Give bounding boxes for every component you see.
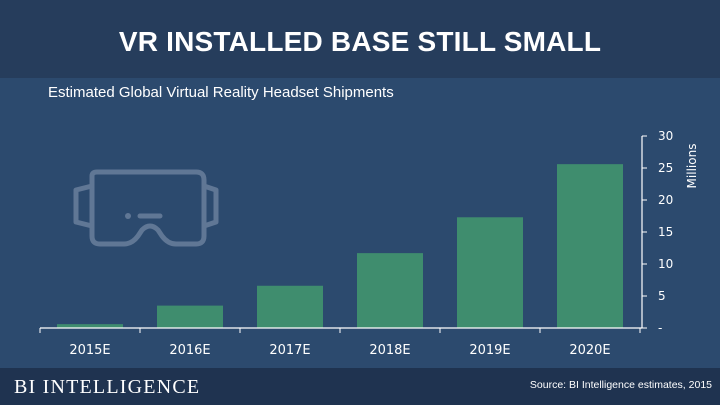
x-tick-label: 2018E — [369, 343, 410, 358]
bar-2017E — [257, 285, 323, 328]
slide-title: VR INSTALLED BASE STILL SMALL — [118, 26, 602, 57]
y-tick-label: 15 — [658, 225, 673, 239]
vr-headset-icon — [73, 169, 219, 247]
bar-2018E — [357, 253, 423, 328]
y-tick-label: 30 — [658, 129, 673, 143]
title-band — [0, 0, 720, 78]
y-tick-label: 10 — [658, 257, 673, 271]
chart-subtitle: Estimated Global Virtual Reality Headset… — [48, 84, 394, 101]
y-axis-label: Millions — [685, 144, 699, 189]
source-note: Source: BI Intelligence estimates, 2015 — [529, 379, 712, 391]
bar-2020E — [557, 164, 623, 328]
y-tick-label: 25 — [658, 161, 673, 175]
y-tick-label: 5 — [658, 289, 666, 303]
x-tick-label: 2020E — [569, 343, 610, 358]
y-tick-label: - — [658, 321, 662, 335]
y-tick-label: 20 — [658, 193, 673, 207]
x-tick-label: 2015E — [69, 343, 110, 358]
x-tick-label: 2019E — [469, 343, 510, 358]
x-tick-label: 2017E — [269, 343, 310, 358]
bar-2016E — [157, 305, 223, 328]
bar-2015E — [57, 324, 123, 328]
footer-band — [0, 368, 720, 405]
bar-2019E — [457, 217, 523, 328]
x-tick-label: 2016E — [169, 343, 210, 358]
bi-intelligence-logo: BI INTELLIGENCE — [14, 376, 201, 398]
